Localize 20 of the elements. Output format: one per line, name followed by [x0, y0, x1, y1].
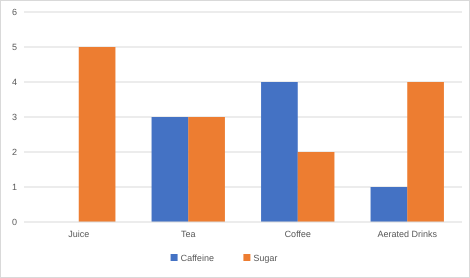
bar: [407, 82, 444, 222]
x-tick-label: Aerated Drinks: [377, 229, 438, 239]
bar: [298, 152, 334, 222]
bar: [370, 187, 408, 222]
legend-label: Caffeine: [180, 253, 214, 264]
y-tick-label: 2: [12, 147, 17, 158]
x-tick-label: Coffee: [284, 229, 311, 239]
bar: [261, 82, 298, 222]
y-tick-label: 6: [12, 7, 17, 18]
legend-label: Sugar: [253, 253, 278, 264]
x-tick-label: Tea: [180, 229, 196, 239]
bar: [188, 117, 225, 222]
y-tick-label: 0: [12, 217, 17, 228]
y-tick-label: 3: [12, 112, 17, 122]
y-tick-label: 1: [12, 182, 17, 192]
x-tick-label: Juice: [68, 229, 90, 239]
y-tick-label: 4: [12, 77, 17, 88]
y-tick-label: 5: [12, 42, 17, 52]
bar: [78, 47, 116, 222]
bar: [152, 117, 188, 222]
